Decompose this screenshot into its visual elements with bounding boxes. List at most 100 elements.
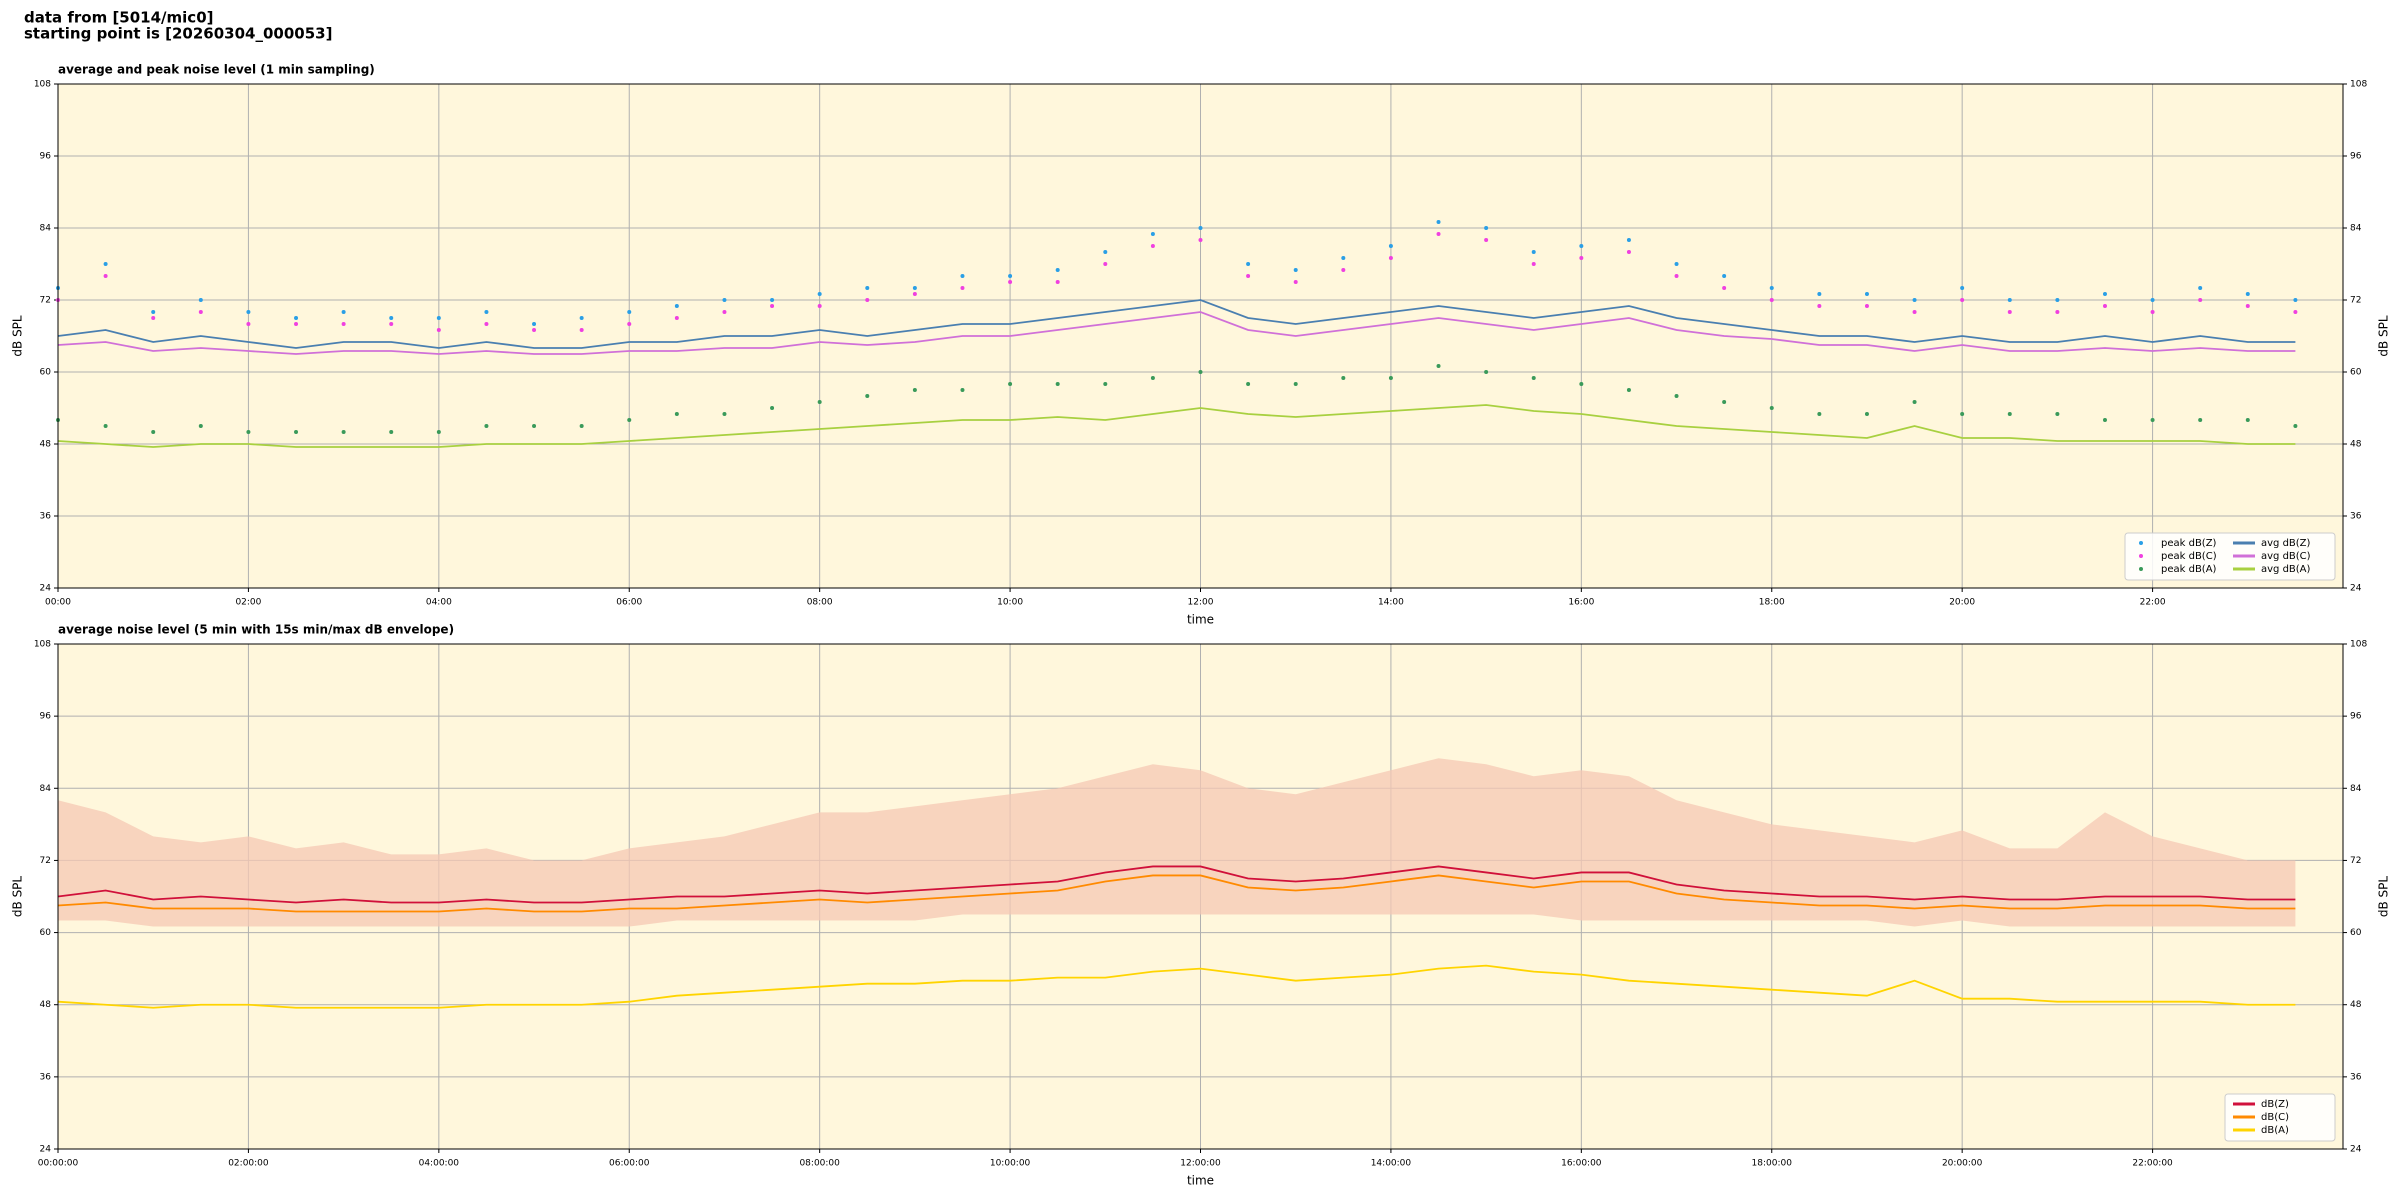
legend-box [2124,532,2336,581]
y-axis-label: dB SPL [11,876,25,918]
peak-point [1484,226,1489,230]
peak-point [198,424,203,428]
peak-point [2055,310,2060,314]
peak-point [1674,262,1679,266]
x-tick-label: 06:00 [616,598,642,608]
y-tick-label: 108 [2350,640,2367,650]
peak-point [1531,262,1536,266]
peak-point [1341,268,1346,272]
peak-point [2245,304,2250,308]
x-axis-label: time [1187,613,1214,627]
y-tick-label: 96 [2350,152,2362,162]
y-tick-label: 84 [2350,224,2362,234]
legend-marker [2139,541,2143,545]
peak-point [1722,274,1727,278]
peak-point [2198,286,2203,290]
peak-point [627,322,632,326]
legend-marker [2139,554,2143,558]
y-tick-label: 24 [40,1145,52,1155]
peak-point [1817,292,1822,296]
peak-point [912,286,917,290]
peak-point [2102,418,2107,422]
peak-point [2007,412,2012,416]
peak-point [2293,310,2298,314]
x-tick-label: 18:00 [1759,598,1785,608]
peak-point [865,286,870,290]
peak-point [1912,400,1917,404]
peak-point [2102,292,2107,296]
peak-point [341,322,346,326]
peak-point [294,316,299,320]
peak-point [1769,298,1774,302]
y-tick-label: 84 [40,224,52,234]
x-tick-label: 18:00:00 [1752,1159,1793,1169]
legend-label: avg dB(A) [2261,564,2311,575]
peak-point [674,304,679,308]
peak-point [246,430,251,434]
peak-point [960,274,965,278]
y-tick-label: 36 [40,512,52,522]
peak-point [1055,268,1060,272]
x-tick-label: 00:00:00 [38,1159,79,1169]
peak-point [1579,244,1584,248]
peak-point [103,262,108,266]
peak-point [2150,310,2155,314]
y-tick-label: 60 [40,928,52,938]
peak-point [1388,376,1393,380]
y-tick-label: 48 [40,440,52,450]
legend-label: dB(Z) [2261,1099,2289,1110]
x-tick-label: 14:00:00 [1371,1159,1412,1169]
peak-point [1579,382,1584,386]
envelope-area [58,758,2296,927]
y-tick-label: 48 [2350,1000,2362,1010]
peak-point [865,394,870,398]
y-tick-label: 96 [40,712,52,722]
peak-point [1817,412,1822,416]
x-tick-label: 12:00:00 [1180,1159,1221,1169]
peak-point [960,286,965,290]
peak-point [436,430,441,434]
peak-point [151,316,156,320]
peak-point [246,310,251,314]
peak-point [1198,226,1203,230]
peak-point [1150,376,1155,380]
peak-point [1769,286,1774,290]
peak-point [1436,232,1441,236]
peak-point [1912,298,1917,302]
legend-label: peak dB(C) [2161,551,2217,562]
y-tick-label: 36 [2350,512,2362,522]
peak-point [579,328,584,332]
x-tick-label: 06:00:00 [609,1159,650,1169]
y-tick-label: 108 [34,80,51,90]
peak-point [2007,310,2012,314]
peak-point [2007,298,2012,302]
peak-point [1960,298,1965,302]
peak-point [1864,412,1869,416]
peak-point [1769,406,1774,410]
peak-point [1912,310,1917,314]
peak-point [1103,250,1108,254]
peak-point [484,310,489,314]
peak-point [1150,232,1155,236]
peak-point [389,430,394,434]
peak-point [294,430,299,434]
peak-point [1103,382,1108,386]
y-tick-label: 72 [40,856,51,866]
peak-point [1388,256,1393,260]
series-line [57,299,2296,349]
peak-point [1531,250,1536,254]
peak-point [1293,382,1298,386]
peak-point [532,322,537,326]
y-tick-label: 36 [40,1072,52,1082]
peak-point [1960,286,1965,290]
x-tick-label: 04:00:00 [419,1159,460,1169]
legend-label: peak dB(Z) [2161,538,2217,549]
x-tick-label: 16:00:00 [1561,1159,1602,1169]
peak-point [2245,292,2250,296]
x-tick-label: 22:00:00 [2132,1159,2173,1169]
peak-point [1103,262,1108,266]
peak-point [484,322,489,326]
peak-point [1246,274,1251,278]
series-line [57,964,2296,1009]
